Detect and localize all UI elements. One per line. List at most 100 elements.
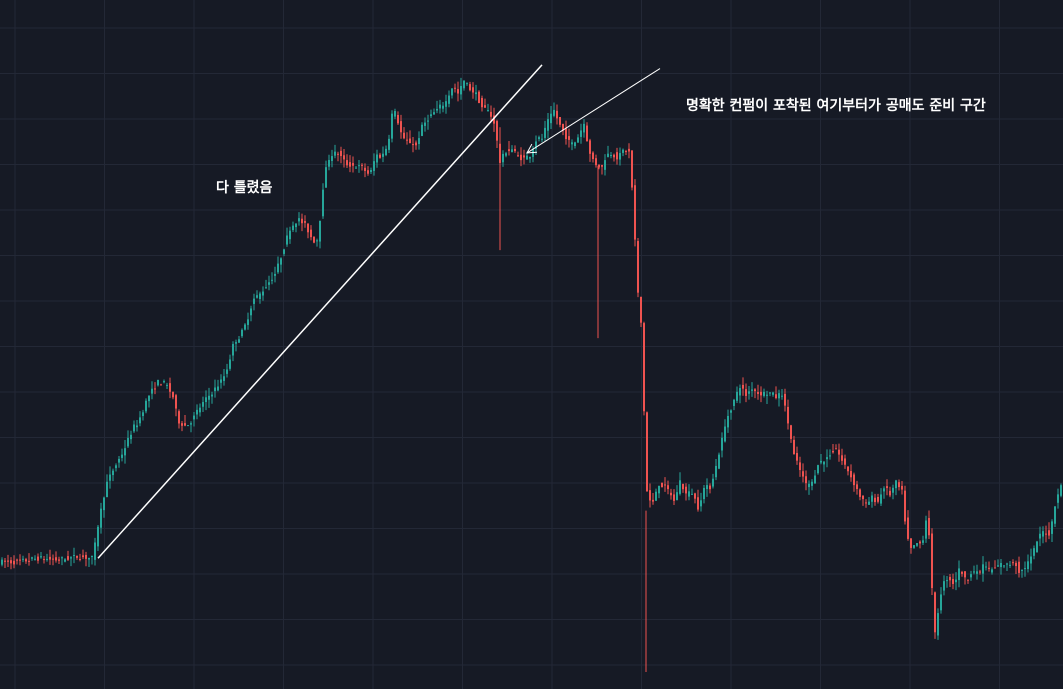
candle-body: [226, 369, 228, 374]
candle-body: [442, 105, 444, 109]
candle-body: [289, 230, 291, 240]
candle-body: [841, 455, 843, 461]
candle-body: [976, 571, 978, 574]
candle-body: [454, 87, 456, 89]
candle-body: [397, 114, 399, 124]
candle-body: [460, 85, 462, 95]
candle-body: [103, 497, 105, 511]
candle-body: [118, 458, 120, 463]
candle-body: [811, 481, 813, 486]
candle-body: [670, 492, 672, 496]
candle-body: [238, 339, 240, 343]
candle-body: [691, 493, 693, 495]
candle-body: [787, 406, 789, 424]
candle-body: [265, 287, 267, 289]
candle-body: [835, 448, 837, 450]
candle-body: [109, 474, 111, 481]
candle-body: [79, 558, 81, 560]
candle-body: [229, 359, 231, 369]
candle-body: [349, 162, 351, 167]
candle-body: [160, 384, 162, 386]
candle-body: [151, 388, 153, 394]
candle-body: [448, 95, 450, 104]
candle-body: [385, 148, 387, 156]
candle-body: [343, 155, 345, 160]
candle-body: [598, 164, 600, 168]
candle-body: [1027, 561, 1029, 570]
candle-body: [1000, 563, 1002, 568]
candle-body: [172, 391, 174, 398]
candle-body: [169, 383, 171, 392]
drawings: [97, 64, 661, 559]
candle-body: [526, 155, 528, 160]
candle-body: [304, 221, 306, 223]
candle-body: [991, 569, 993, 573]
candle-body: [790, 425, 792, 439]
candle-body: [439, 104, 441, 109]
candle-body: [979, 571, 981, 573]
candle-body: [904, 490, 906, 522]
candle-body: [994, 567, 996, 569]
candle-body: [1018, 561, 1020, 573]
candle-body: [541, 138, 543, 140]
candles: [1, 77, 1062, 672]
candle-body: [40, 556, 42, 558]
candle-body: [1054, 506, 1056, 524]
candle-body: [214, 387, 216, 392]
candle-body: [64, 559, 66, 562]
candle-body: [700, 500, 702, 507]
candle-body: [376, 154, 378, 163]
candle-body: [157, 379, 159, 386]
candle-body: [964, 571, 966, 578]
candle-body: [58, 559, 60, 561]
candle-body: [679, 480, 681, 494]
candle-body: [373, 161, 375, 171]
candle-body: [874, 497, 876, 503]
candle-body: [298, 218, 300, 222]
candle-body: [850, 471, 852, 478]
candle-body: [22, 558, 24, 560]
candle-body: [358, 165, 360, 167]
candle-body: [388, 138, 390, 150]
candle-body: [508, 149, 510, 152]
candle-body: [100, 508, 102, 528]
candle-body: [34, 558, 36, 560]
candle-body: [481, 97, 483, 108]
candle-body: [808, 483, 810, 488]
candle-body: [280, 258, 282, 265]
candle-body: [886, 486, 888, 489]
candle-body: [25, 559, 27, 562]
candle-body: [73, 555, 75, 557]
candle-body: [364, 167, 366, 171]
candle-body: [649, 490, 651, 501]
candle-body: [145, 400, 147, 412]
candle-body: [1048, 530, 1050, 536]
candle-body: [742, 384, 744, 389]
candle-body: [136, 425, 138, 428]
candle-body: [982, 564, 984, 574]
candle-body: [319, 220, 321, 242]
candle-body: [46, 558, 48, 560]
candle-body: [871, 495, 873, 502]
candle-body: [967, 579, 969, 581]
candle-body: [208, 395, 210, 400]
candle-body: [778, 393, 780, 399]
arrow-line: [526, 68, 661, 154]
candle-body: [529, 156, 531, 159]
candle-body: [193, 415, 195, 420]
candle-body: [961, 571, 963, 574]
candle-body: [337, 153, 339, 155]
candle-body: [505, 153, 507, 156]
candle-body: [832, 451, 834, 453]
candle-body: [712, 478, 714, 487]
candle-body: [232, 344, 234, 356]
candle-body: [916, 543, 918, 546]
candle-body: [775, 394, 777, 399]
candle-body: [1057, 494, 1059, 503]
candle-body: [940, 594, 942, 611]
candle-body: [688, 491, 690, 497]
candle-body: [262, 291, 264, 296]
candle-body: [148, 395, 150, 402]
candle-body: [913, 545, 915, 548]
candle-body: [754, 389, 756, 392]
